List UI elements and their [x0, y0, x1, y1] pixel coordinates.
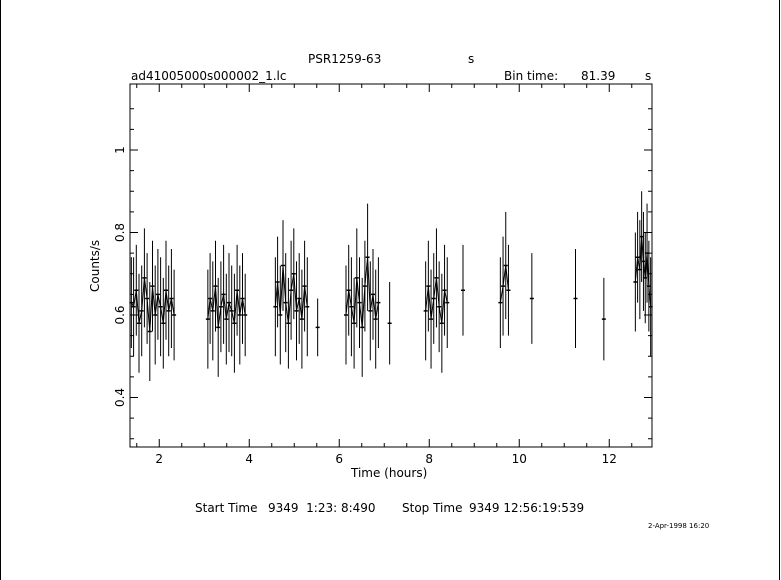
- series-line: [217, 306, 222, 328]
- series-line: [143, 277, 148, 299]
- series-line: [138, 310, 143, 324]
- y-tick-label: 1: [113, 146, 127, 154]
- series-line: [149, 286, 153, 332]
- file-name: ad41005000s000002_1.lc: [131, 69, 287, 83]
- series-line: [239, 298, 243, 316]
- y-tick-label: 0.8: [113, 223, 127, 242]
- series-line: [441, 290, 446, 324]
- series-line: [644, 253, 648, 278]
- series-line: [157, 294, 162, 307]
- series-line: [430, 298, 435, 320]
- series-line: [141, 277, 145, 311]
- series-line: [298, 298, 303, 320]
- series-line: [207, 298, 211, 320]
- series-line: [304, 286, 308, 307]
- series-line: [165, 290, 170, 311]
- series-line: [133, 290, 137, 307]
- window-border-right: [779, 0, 780, 580]
- series-line: [223, 294, 227, 320]
- series-line: [639, 236, 643, 270]
- series-line: [282, 265, 287, 303]
- series-line: [372, 294, 377, 320]
- series-line: [502, 265, 507, 287]
- x-axis-label: Time (hours): [351, 466, 428, 480]
- series-line: [367, 257, 371, 311]
- series-line: [353, 277, 358, 324]
- series-line: [228, 302, 233, 312]
- series-line: [274, 281, 279, 307]
- series-line: [499, 286, 504, 303]
- series-line: [135, 290, 140, 324]
- series-line: [345, 290, 350, 316]
- series-line: [279, 265, 284, 316]
- x-tick-label: 8: [425, 452, 433, 466]
- x-tick-label: 12: [602, 452, 617, 466]
- series-line: [425, 286, 429, 311]
- series-line: [293, 273, 297, 311]
- series-line: [220, 294, 225, 307]
- series-line: [162, 290, 167, 324]
- date-stamp: 2-Apr-1998 16:20: [648, 522, 710, 530]
- series-line: [146, 298, 151, 332]
- bin-time-value: 81.39: [581, 69, 616, 83]
- series-line: [231, 310, 235, 324]
- series-line: [152, 286, 156, 316]
- series-line: [296, 298, 300, 311]
- series-line: [233, 290, 238, 324]
- series-line: [209, 298, 214, 311]
- series-line: [505, 265, 509, 291]
- series-line: [168, 298, 172, 311]
- series-line: [438, 306, 443, 324]
- title-unit: s: [468, 52, 475, 66]
- series-line: [225, 302, 230, 320]
- series-line: [641, 236, 644, 262]
- series-line: [287, 290, 292, 324]
- series-line: [154, 294, 159, 316]
- series-line: [433, 277, 437, 299]
- series-line: [277, 281, 281, 316]
- series-line: [435, 277, 440, 307]
- window-border-left: [0, 0, 1, 580]
- series-line: [236, 290, 241, 316]
- series-line: [160, 306, 164, 324]
- series-line: [290, 273, 295, 291]
- series-line: [359, 302, 363, 328]
- series-line: [648, 286, 652, 307]
- series-line: [285, 302, 289, 324]
- series-line: [350, 306, 355, 324]
- x-tick-label: 4: [245, 452, 253, 466]
- x-tick-label: 10: [512, 452, 527, 466]
- bin-time-label: Bin time:: [504, 69, 559, 83]
- series-line: [369, 294, 374, 311]
- bin-time-unit: s: [645, 69, 652, 83]
- series-line: [427, 286, 432, 320]
- series-line: [242, 298, 246, 316]
- series-line: [356, 277, 360, 303]
- stop-time-label: Stop Time: [402, 501, 463, 515]
- series-line: [646, 253, 650, 287]
- plot-frame: [129, 83, 653, 448]
- series-line: [375, 302, 379, 320]
- stop-time-value: 9349 12:56:19:539: [469, 501, 585, 515]
- chart-title: PSR1259-63: [308, 52, 382, 66]
- series-line: [212, 286, 216, 311]
- start-time-value: 9349 1:23: 8:490: [268, 501, 376, 515]
- y-tick-label: 0.6: [113, 305, 127, 324]
- series-line: [364, 257, 369, 287]
- series-line: [634, 257, 639, 283]
- series-line: [170, 298, 175, 316]
- start-time-label: Start Time: [195, 501, 258, 515]
- x-tick-label: 6: [335, 452, 343, 466]
- series-line: [215, 286, 219, 328]
- y-tick-label: 0.4: [113, 388, 127, 407]
- x-tick-label: 2: [155, 452, 163, 466]
- series-line: [301, 286, 306, 320]
- series-line: [444, 290, 448, 303]
- series-line: [348, 290, 352, 307]
- series-line: [361, 286, 366, 328]
